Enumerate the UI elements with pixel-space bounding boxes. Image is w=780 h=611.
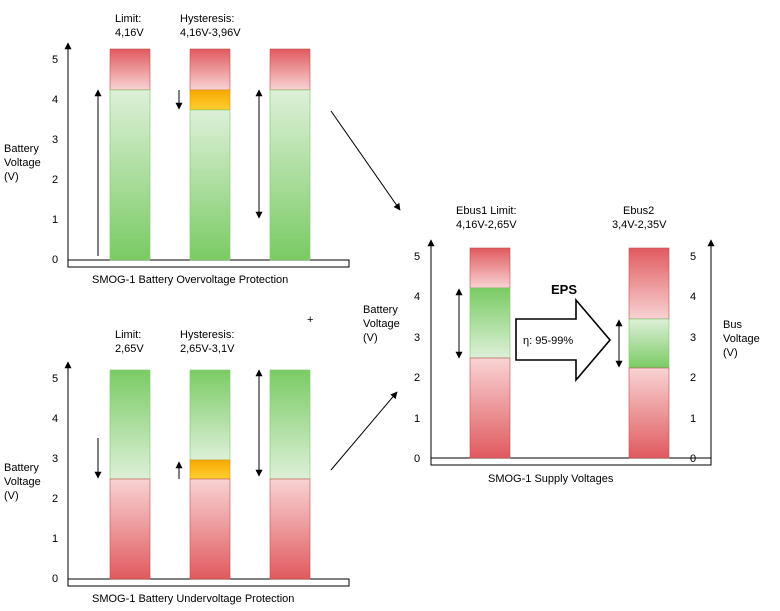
overvoltage-panel: 0 1 2 3 4 5 Battery Voltage (V) Limit: 4… (4, 13, 350, 286)
sp-tick-right-3: 3 (690, 332, 696, 344)
ov-bar3-red (269, 48, 311, 91)
ov-ylabel-2: Voltage (4, 157, 41, 169)
eps-block-arrow (515, 297, 612, 383)
sp-ylabel-left-2: Voltage (363, 318, 400, 330)
sp-ebus2-label-2: 3,4V-2,35V (612, 219, 667, 231)
uv-bar2-green (189, 369, 231, 461)
sp-ylabel-left-1: Battery (363, 304, 398, 316)
sp-ebus1-label-2: 4,16V-2,65V (456, 219, 517, 231)
ov-limit-label-1: Limit: (115, 13, 141, 25)
ov-limit-label-2: 4,16V (115, 27, 144, 39)
sp-tick-right-5: 5 (690, 251, 696, 263)
sp-ticks-right: 0 1 2 3 4 5 (690, 251, 696, 465)
ov-tick-2: 2 (52, 174, 58, 186)
sp-tick-left-3: 3 (414, 332, 420, 344)
uv-ylabel-3: (V) (4, 490, 19, 502)
uv-caption: SMOG-1 Battery Undervoltage Protection (92, 593, 294, 605)
eps-efficiency: η: 95-99% (523, 335, 573, 347)
sp-tick-left-0: 0 (414, 453, 420, 465)
sp-ebus1-green (469, 287, 511, 359)
sp-tick-left-2: 2 (414, 372, 420, 384)
uv-hysteresis-label-2: 2,65V-3,1V (180, 343, 235, 355)
uv-limit-label-1: Limit: (115, 329, 141, 341)
sp-ticks-left: 0 1 2 3 4 5 (414, 251, 420, 465)
ov-ylabel-1: Battery (4, 143, 39, 155)
sp-tick-left-4: 4 (414, 291, 420, 303)
ov-ylabel-3: (V) (4, 171, 19, 183)
connector-arrow-bottom (330, 391, 398, 471)
uv-ylabel-1: Battery (4, 462, 39, 474)
sp-ebus2-red-top (628, 247, 670, 320)
uv-bar2-red (189, 478, 231, 580)
sp-ebus2-label-1: Ebus2 (623, 205, 654, 217)
uv-tick-3: 3 (52, 453, 58, 465)
uv-tick-1: 1 (52, 533, 58, 545)
sp-ebus1-red-top (469, 247, 511, 289)
sp-tick-left-5: 5 (414, 251, 420, 263)
ov-caption: SMOG-1 Battery Overvoltage Protection (92, 274, 288, 286)
uv-bar1-green (109, 369, 151, 480)
sp-ylabel-left-3: (V) (363, 332, 378, 344)
ov-bar3-green (269, 89, 311, 261)
sp-tick-left-1: 1 (414, 413, 420, 425)
uv-baseline (67, 578, 350, 587)
uv-ticks: 0 1 2 3 4 5 (52, 373, 58, 585)
ov-hysteresis-label-2: 4,16V-3,96V (180, 27, 241, 39)
connector-arrow-top (330, 110, 401, 211)
uv-tick-2: 2 (52, 493, 58, 505)
sp-tick-right-0: 0 (690, 453, 696, 465)
ov-ticks: 0 1 2 3 4 5 (52, 54, 58, 266)
ov-bar1-red (109, 48, 151, 91)
sp-tick-right-1: 1 (690, 413, 696, 425)
ov-baseline (67, 259, 350, 268)
sp-tick-right-4: 4 (690, 291, 696, 303)
sp-ylabel-right-3: (V) (723, 347, 738, 359)
ov-bar2-orange (189, 89, 231, 111)
uv-hysteresis-label-1: Hysteresis: (180, 329, 234, 341)
sp-ylabel-right-2: Voltage (723, 333, 760, 345)
ov-bar1-green (109, 89, 151, 261)
uv-tick-4: 4 (52, 413, 58, 425)
uv-bar3-red (269, 478, 311, 580)
sp-caption: SMOG-1 Supply Voltages (488, 473, 614, 485)
sp-ebus2-green (628, 318, 670, 369)
sp-ebus2-red-bottom (628, 367, 670, 459)
stray-plus-mark: + (307, 314, 313, 326)
uv-tick-0: 0 (52, 573, 58, 585)
uv-bar1-red (109, 478, 151, 580)
sp-tick-right-2: 2 (690, 372, 696, 384)
eps-title: EPS (551, 282, 577, 297)
sp-ylabel-right-1: Bus (723, 319, 742, 331)
ov-tick-0: 0 (52, 254, 58, 266)
ov-tick-1: 1 (52, 214, 58, 226)
uv-tick-5: 5 (52, 373, 58, 385)
uv-ylabel-2: Voltage (4, 476, 41, 488)
sp-ebus1-label-1: Ebus1 Limit: (456, 205, 517, 217)
sp-baseline (430, 457, 712, 466)
ov-hysteresis-label-1: Hysteresis: (180, 13, 234, 25)
sp-ebus1-red-bottom (469, 357, 511, 459)
ov-bar2-green (189, 109, 231, 261)
ov-tick-5: 5 (52, 54, 58, 66)
uv-limit-label-2: 2,65V (115, 343, 144, 355)
supply-panel: 0 1 2 3 4 5 0 1 2 3 4 5 Battery Voltage … (363, 205, 760, 485)
ov-tick-4: 4 (52, 94, 58, 106)
ov-bar2-red (189, 48, 231, 91)
uv-bar3-green (269, 369, 311, 480)
uv-bar2-orange (189, 459, 231, 480)
undervoltage-panel: 0 1 2 3 4 5 Battery Voltage (V) Limit: 2… (4, 329, 350, 605)
ov-tick-3: 3 (52, 134, 58, 146)
